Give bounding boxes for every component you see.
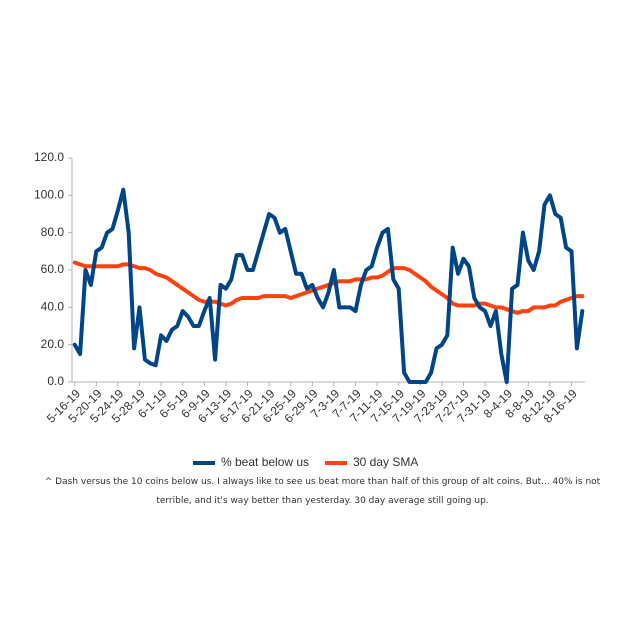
y-tick-label: 60.0 xyxy=(41,262,65,276)
y-tick-label: 20.0 xyxy=(41,337,65,351)
y-tick-label: 0.0 xyxy=(47,374,64,388)
y-tick-label: 120.0 xyxy=(34,150,64,164)
legend-label: % beat below us xyxy=(221,455,309,469)
y-tick-label: 80.0 xyxy=(41,225,65,239)
series-line xyxy=(72,187,585,384)
y-tick-label: 40.0 xyxy=(41,300,65,314)
legend-label: 30 day SMA xyxy=(353,455,418,469)
caption: ^ Dash versus the 10 coins below us. I a… xyxy=(44,477,601,506)
y-tick-label: 100.0 xyxy=(34,188,64,202)
